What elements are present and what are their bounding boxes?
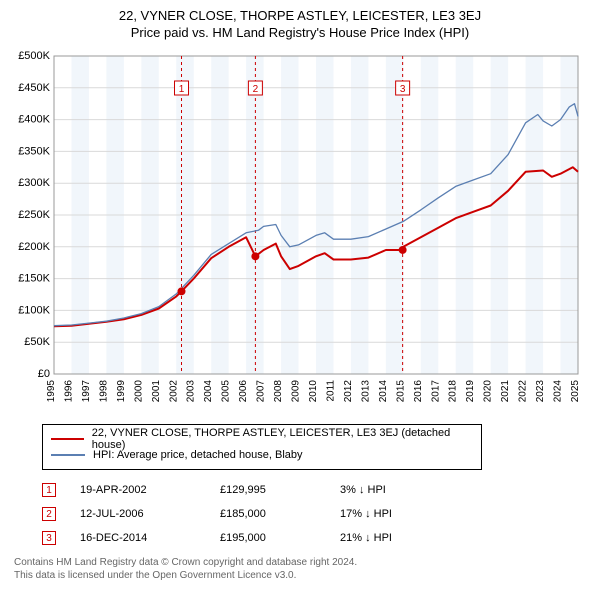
event-delta: 21% ↓ HPI — [340, 532, 440, 544]
svg-text:2008: 2008 — [273, 380, 284, 403]
svg-text:£350K: £350K — [18, 145, 50, 157]
chart-subtitle: Price paid vs. HM Land Registry's House … — [10, 25, 590, 40]
svg-text:1: 1 — [179, 84, 185, 95]
svg-text:2015: 2015 — [395, 380, 406, 403]
event-row: 1 19-APR-2002£129,9953% ↓ HPI — [42, 478, 590, 502]
svg-text:2004: 2004 — [203, 380, 214, 403]
svg-text:£450K: £450K — [18, 82, 50, 94]
svg-text:2012: 2012 — [343, 380, 354, 403]
chart-area: £0 £50K £100K £150K £200K £250K £300K £350K £400… — [10, 46, 590, 416]
svg-text:1995: 1995 — [46, 380, 57, 403]
svg-text:2003: 2003 — [186, 380, 197, 403]
svg-text:2016: 2016 — [413, 380, 424, 403]
svg-text:2009: 2009 — [291, 380, 302, 403]
event-row: 2 12-JUL-2006£185,00017% ↓ HPI — [42, 502, 590, 526]
event-price: £185,000 — [220, 508, 340, 520]
svg-text:2010: 2010 — [308, 380, 319, 403]
event-badge: 2 — [42, 507, 56, 521]
svg-text:1999: 1999 — [116, 380, 127, 403]
event-price: £195,000 — [220, 532, 340, 544]
svg-text:2001: 2001 — [151, 380, 162, 403]
svg-text:£400K: £400K — [18, 114, 50, 126]
legend-item: 22, VYNER CLOSE, THORPE ASTLEY, LEICESTE… — [51, 431, 473, 447]
chart-title: 22, VYNER CLOSE, THORPE ASTLEY, LEICESTE… — [10, 8, 590, 23]
svg-text:2011: 2011 — [325, 380, 336, 402]
event-delta: 17% ↓ HPI — [340, 508, 440, 520]
svg-text:2020: 2020 — [483, 380, 494, 403]
event-date: 19-APR-2002 — [80, 484, 220, 496]
event-row: 3 16-DEC-2014£195,00021% ↓ HPI — [42, 526, 590, 550]
svg-text:£500K: £500K — [18, 50, 50, 62]
footer-line: This data is licensed under the Open Gov… — [14, 569, 590, 582]
event-date: 12-JUL-2006 — [80, 508, 220, 520]
svg-text:£100K: £100K — [18, 304, 50, 316]
event-price: £129,995 — [220, 484, 340, 496]
event-date: 16-DEC-2014 — [80, 532, 220, 544]
svg-text:£200K: £200K — [18, 241, 50, 253]
svg-text:2019: 2019 — [465, 380, 476, 403]
svg-text:2014: 2014 — [378, 380, 389, 403]
svg-text:£0: £0 — [38, 368, 50, 380]
legend-swatch — [51, 454, 85, 456]
svg-text:2024: 2024 — [553, 380, 564, 403]
svg-text:1997: 1997 — [81, 380, 92, 403]
svg-text:2000: 2000 — [133, 380, 144, 403]
svg-text:2025: 2025 — [570, 380, 581, 403]
svg-text:3: 3 — [400, 84, 406, 95]
event-table: 1 19-APR-2002£129,9953% ↓ HPI 2 12-JUL-2006… — [42, 478, 590, 550]
event-badge: 3 — [42, 531, 56, 545]
svg-text:£250K: £250K — [18, 209, 50, 221]
svg-text:2: 2 — [253, 84, 259, 95]
legend: 22, VYNER CLOSE, THORPE ASTLEY, LEICESTE… — [42, 424, 482, 470]
svg-text:2017: 2017 — [430, 380, 441, 403]
svg-text:1996: 1996 — [63, 380, 74, 403]
svg-text:£300K: £300K — [18, 177, 50, 189]
svg-text:2013: 2013 — [360, 380, 371, 403]
event-delta: 3% ↓ HPI — [340, 484, 440, 496]
footer-line: Contains HM Land Registry data © Crown c… — [14, 556, 590, 569]
legend-label: 22, VYNER CLOSE, THORPE ASTLEY, LEICESTE… — [92, 427, 473, 451]
svg-text:2023: 2023 — [535, 380, 546, 403]
svg-text:2018: 2018 — [448, 380, 459, 403]
svg-text:2022: 2022 — [518, 380, 529, 403]
svg-text:1998: 1998 — [98, 380, 109, 403]
svg-text:2005: 2005 — [221, 380, 232, 403]
attribution-footer: Contains HM Land Registry data © Crown c… — [14, 556, 590, 582]
line-chart: £0 £50K £100K £150K £200K £250K £300K £350K £400… — [10, 46, 590, 416]
svg-text:2007: 2007 — [256, 380, 267, 403]
event-badge: 1 — [42, 483, 56, 497]
legend-label: HPI: Average price, detached house, Blab… — [93, 449, 303, 461]
svg-text:£50K: £50K — [24, 336, 50, 348]
svg-text:2021: 2021 — [500, 380, 511, 403]
svg-text:2002: 2002 — [168, 380, 179, 403]
svg-text:£150K: £150K — [18, 273, 50, 285]
legend-swatch — [51, 438, 84, 440]
svg-text:2006: 2006 — [238, 380, 249, 403]
